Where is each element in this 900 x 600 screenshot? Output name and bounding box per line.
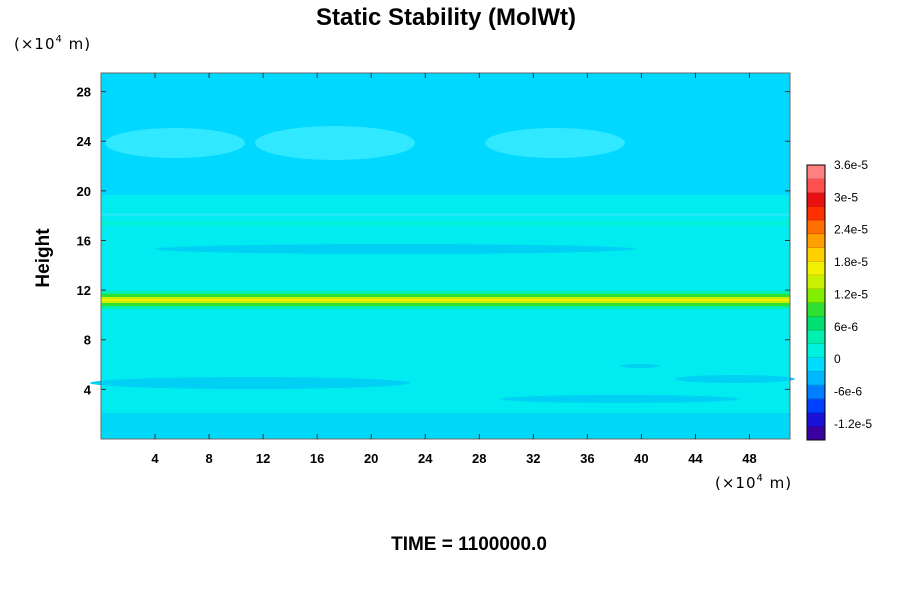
colorbar-frame: [806, 164, 826, 441]
colorbar-swatch: [807, 288, 825, 303]
colorbar-tick-label: 0: [834, 352, 841, 366]
colorbar-swatch: [807, 192, 825, 207]
y-axis-unit: (×104 m): [14, 34, 91, 53]
colorbar-swatch: [807, 412, 825, 427]
field-stripe: [101, 213, 790, 216]
colorbar-swatch: [807, 330, 825, 345]
x-tick-label: 12: [256, 451, 270, 466]
x-tick-label: 32: [526, 451, 540, 466]
colorbar: [806, 164, 826, 441]
plot-frame: [100, 72, 791, 440]
y-tick-label: 20: [77, 184, 91, 199]
y-tick-label: 16: [77, 233, 91, 248]
x-tick-label: 44: [688, 451, 703, 466]
field-upper-lobe-right: [485, 128, 625, 158]
colorbar-tick-label: 1.8e-5: [834, 255, 868, 269]
colorbar-swatch: [807, 398, 825, 413]
colorbar-swatch: [807, 247, 825, 262]
colorbar-swatch: [807, 275, 825, 290]
x-tick-label: 4: [151, 451, 159, 466]
colorbar-swatch: [807, 233, 825, 248]
field-peak-core: [101, 299, 790, 301]
colorbar-tick-label: -1.2e-5: [834, 417, 872, 431]
colorbar-tick-label: 3.6e-5: [834, 158, 868, 172]
x-tick-label: 36: [580, 451, 594, 466]
x-tick-label: 20: [364, 451, 378, 466]
colorbar-ticks: 3.6e-5 3e-5 2.4e-5 1.8e-5 1.2e-5 6e-6 0 -6e-6 -1…: [834, 158, 872, 431]
y-tick-label: 12: [77, 283, 91, 298]
colorbar-swatch: [807, 316, 825, 331]
x-tick-label: 8: [205, 451, 212, 466]
y-axis-label: Height: [33, 228, 54, 288]
y-tick-label: 4: [84, 382, 92, 397]
colorbar-swatch: [807, 426, 825, 441]
colorbar-swatch: [807, 371, 825, 386]
y-tick-label: 8: [84, 333, 91, 348]
chart-title: Static Stability (MolWt): [316, 4, 576, 31]
field-small-blob: [620, 364, 660, 368]
colorbar-tick-label: -6e-6: [834, 384, 862, 398]
field-upper-lobe-mid: [255, 126, 415, 160]
colorbar-swatch: [807, 178, 825, 193]
y-tick-label: 28: [77, 85, 91, 100]
colorbar-swatch: [807, 343, 825, 358]
x-tick-label: 48: [742, 451, 756, 466]
field-upper-lobe-left: [105, 128, 245, 158]
field-weak-band: [155, 244, 635, 254]
field-stripe-2: [101, 221, 790, 226]
colorbar-swatch: [807, 357, 825, 372]
y-tick-label: 24: [77, 134, 92, 149]
x-tick-label: 40: [634, 451, 648, 466]
colorbar-tick-label: 6e-6: [834, 320, 858, 334]
field-bottom-layer: [101, 413, 790, 439]
x-tick-label: 16: [310, 451, 324, 466]
colorbar-swatch: [807, 385, 825, 400]
colorbar-swatch: [807, 206, 825, 221]
field-low-band-right: [675, 375, 795, 383]
colorbar-tick-label: 3e-5: [834, 190, 858, 204]
colorbar-swatch: [807, 302, 825, 317]
colorbar-swatch: [807, 220, 825, 235]
x-axis-ticks: 4 8 12 16 20 24 28 32 36 40 44 48: [151, 73, 757, 466]
colorbar-tick-label: 1.2e-5: [834, 287, 868, 301]
colorbar-swatch: [807, 165, 825, 180]
colorbar-swatch: [807, 261, 825, 276]
colorbar-tick-label: 2.4e-5: [834, 223, 868, 237]
time-label: TIME = 1100000.0: [391, 534, 547, 555]
x-tick-label: 24: [418, 451, 433, 466]
x-tick-label: 28: [472, 451, 486, 466]
plot-area: [90, 72, 795, 440]
field-low-band-mid: [500, 395, 740, 403]
field-low-band-left: [90, 377, 410, 389]
x-axis-unit: (×104 m): [715, 473, 792, 492]
y-axis-ticks: 4 8 12 16 20 24 28: [77, 85, 790, 397]
